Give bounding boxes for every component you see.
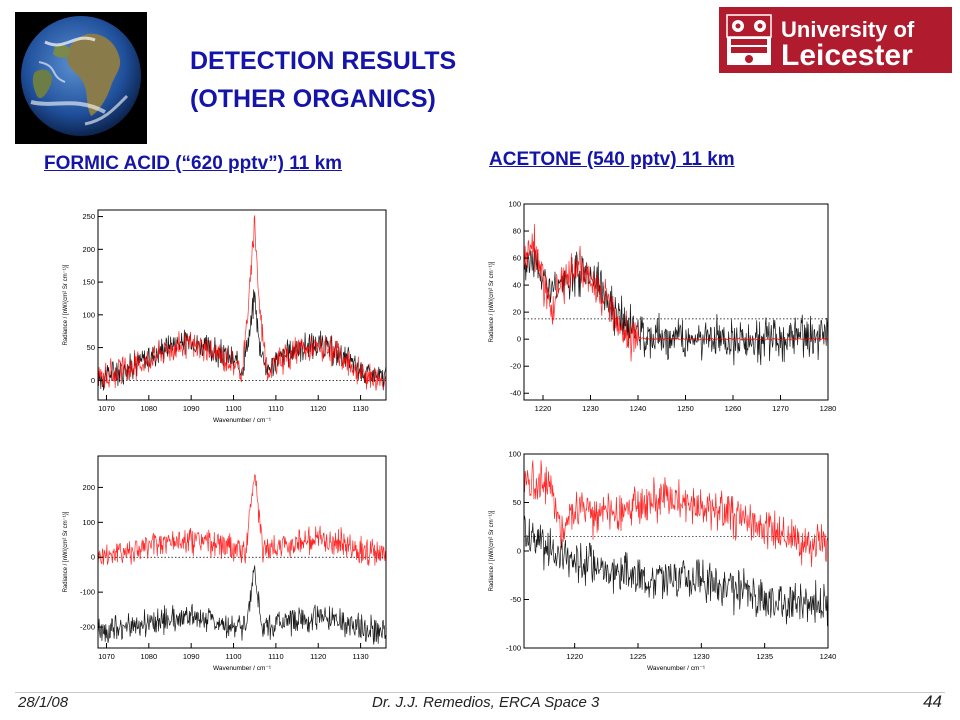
y-tick-label: -50	[510, 595, 521, 604]
y-tick-label: 0	[517, 547, 521, 556]
y-tick-label: 200	[82, 483, 95, 492]
x-tick-label: 1100	[225, 652, 241, 661]
series-red-line	[97, 215, 387, 391]
y-tick-label: 0	[91, 553, 95, 562]
acetone-bottom-chart: 1220 1225 1230 1235 1240 -100 -50 0 50 100 Wavenum…	[489, 450, 837, 673]
x-tick-label: 1100	[225, 404, 241, 413]
plot-border	[523, 203, 829, 401]
series-red-line	[523, 223, 829, 362]
formic-top-chart: 1070 1080 1090 1100 1110 1120 1130 0 50 100 150 200…	[63, 209, 387, 424]
x-tick-label: 1090	[183, 652, 200, 661]
logo-text-line-2: Leicester	[781, 39, 913, 72]
y-tick-label: 40	[513, 281, 521, 290]
logo-text-line-1: University of	[781, 17, 915, 42]
y-tick-label: 250	[82, 212, 95, 221]
formic-acid-heading[interactable]: FORMIC ACID (“620 pptv”) 11 km	[44, 153, 343, 174]
acetone-top-panel: 1220 1230 1240 1250 1260 1270 1280 -40 -20 0 20 40 6…	[484, 196, 840, 436]
y-tick-label: 60	[513, 254, 521, 263]
series-black-line	[523, 248, 829, 366]
x-axis-label: Wavenumber / cm⁻¹	[213, 417, 272, 424]
y-axis-label: Radiance / [nW/(cm² Sr cm⁻¹)]	[489, 261, 495, 342]
x-tick-label: 1130	[353, 652, 369, 661]
x-tick-label: 1070	[98, 652, 115, 661]
title-line-2: (OTHER ORGANICS)	[190, 85, 436, 113]
formic-bottom-panel: 1070 1080 1090 1100 1110 1120 1130 -200 -100 0 100…	[58, 446, 394, 686]
series-red-line	[97, 474, 387, 568]
y-tick-label: 0	[517, 335, 521, 344]
y-tick-label: 50	[513, 498, 521, 507]
slide-title: DETECTION RESULTS (OTHER ORGANICS)	[190, 42, 610, 118]
x-tick-label: 1220	[566, 652, 583, 661]
page-number: 44	[923, 692, 942, 711]
x-tick-label: 1230	[693, 652, 710, 661]
x-tick-label: 1250	[677, 404, 694, 413]
x-tick-label: 1270	[772, 404, 789, 413]
y-tick-label: -200	[80, 623, 95, 632]
footer-author: Dr. J.J. Remedios, ERCA Space 3	[372, 694, 600, 711]
plot-border	[97, 209, 387, 401]
x-tick-label: 1080	[140, 404, 157, 413]
formic-bottom-chart: 1070 1080 1090 1100 1110 1120 1130 -200 -100 0 100…	[63, 455, 387, 672]
x-tick-label: 1070	[98, 404, 115, 413]
series-black-line	[523, 515, 829, 627]
x-tick-label: 1240	[630, 404, 647, 413]
x-tick-label: 1130	[353, 404, 369, 413]
footer-date: 28/1/08	[18, 694, 69, 711]
plot-border	[97, 455, 387, 649]
x-axis-label: Wavenumber / cm⁻¹	[213, 665, 272, 672]
x-tick-label: 1235	[756, 652, 773, 661]
x-tick-label: 1110	[268, 404, 284, 413]
y-tick-label: 100	[508, 450, 521, 459]
title-line-1: DETECTION RESULTS	[190, 47, 457, 75]
earth-image	[15, 12, 147, 144]
y-axis-label: Radiance / [nW/(cm² Sr cm⁻¹)]	[63, 264, 69, 345]
y-axis-label: Radiance / [nW/(cm² Sr cm⁻¹)]	[63, 511, 69, 592]
x-tick-label: 1225	[630, 652, 647, 661]
x-tick-label: 1220	[535, 404, 552, 413]
y-tick-label: 100	[82, 310, 95, 319]
y-tick-label: -100	[506, 644, 521, 653]
x-tick-label: 1240	[820, 652, 837, 661]
acetone-top-chart: 1220 1230 1240 1250 1260 1270 1280 -40 -20 0 20 40 6…	[489, 200, 837, 414]
x-tick-label: 1110	[268, 652, 284, 661]
y-tick-label: 200	[82, 245, 95, 254]
y-tick-label: 0	[91, 376, 95, 385]
university-logo: University of Leicester	[719, 7, 952, 73]
x-tick-label: 1080	[140, 652, 157, 661]
y-tick-label: 20	[513, 308, 521, 317]
y-axis-label: Radiance / [nW/(cm² Sr cm⁻¹)]	[489, 510, 495, 591]
x-tick-label: 1280	[820, 404, 837, 413]
y-tick-label: 80	[513, 227, 521, 236]
x-tick-label: 1120	[310, 652, 326, 661]
x-tick-label: 1090	[183, 404, 200, 413]
y-tick-label: 100	[82, 518, 95, 527]
x-tick-label: 1120	[310, 404, 326, 413]
y-tick-label: 100	[508, 200, 521, 209]
y-tick-label: -20	[510, 362, 521, 371]
acetone-bottom-panel: 1220 1225 1230 1235 1240 -100 -50 0 50 100 Wavenum…	[484, 446, 840, 686]
series-red-line	[523, 460, 829, 568]
y-tick-label: -100	[80, 588, 95, 597]
y-tick-label: 150	[82, 278, 95, 287]
series-black-line	[97, 565, 387, 645]
x-axis-label: Wavenumber / cm⁻¹	[647, 665, 706, 672]
plot-frame	[523, 203, 829, 401]
y-tick-label: 50	[87, 343, 95, 352]
y-tick-label: -40	[510, 389, 521, 398]
x-tick-label: 1230	[582, 404, 599, 413]
plot-frame	[97, 209, 387, 401]
formic-top-panel: 1070 1080 1090 1100 1110 1120 1130 0 50 100 150 200…	[58, 200, 394, 438]
plot-frame	[523, 453, 829, 649]
x-tick-label: 1260	[725, 404, 742, 413]
footer-divider	[15, 692, 945, 693]
acetone-heading[interactable]: ACETONE (540 pptv) 11 km	[489, 149, 735, 170]
